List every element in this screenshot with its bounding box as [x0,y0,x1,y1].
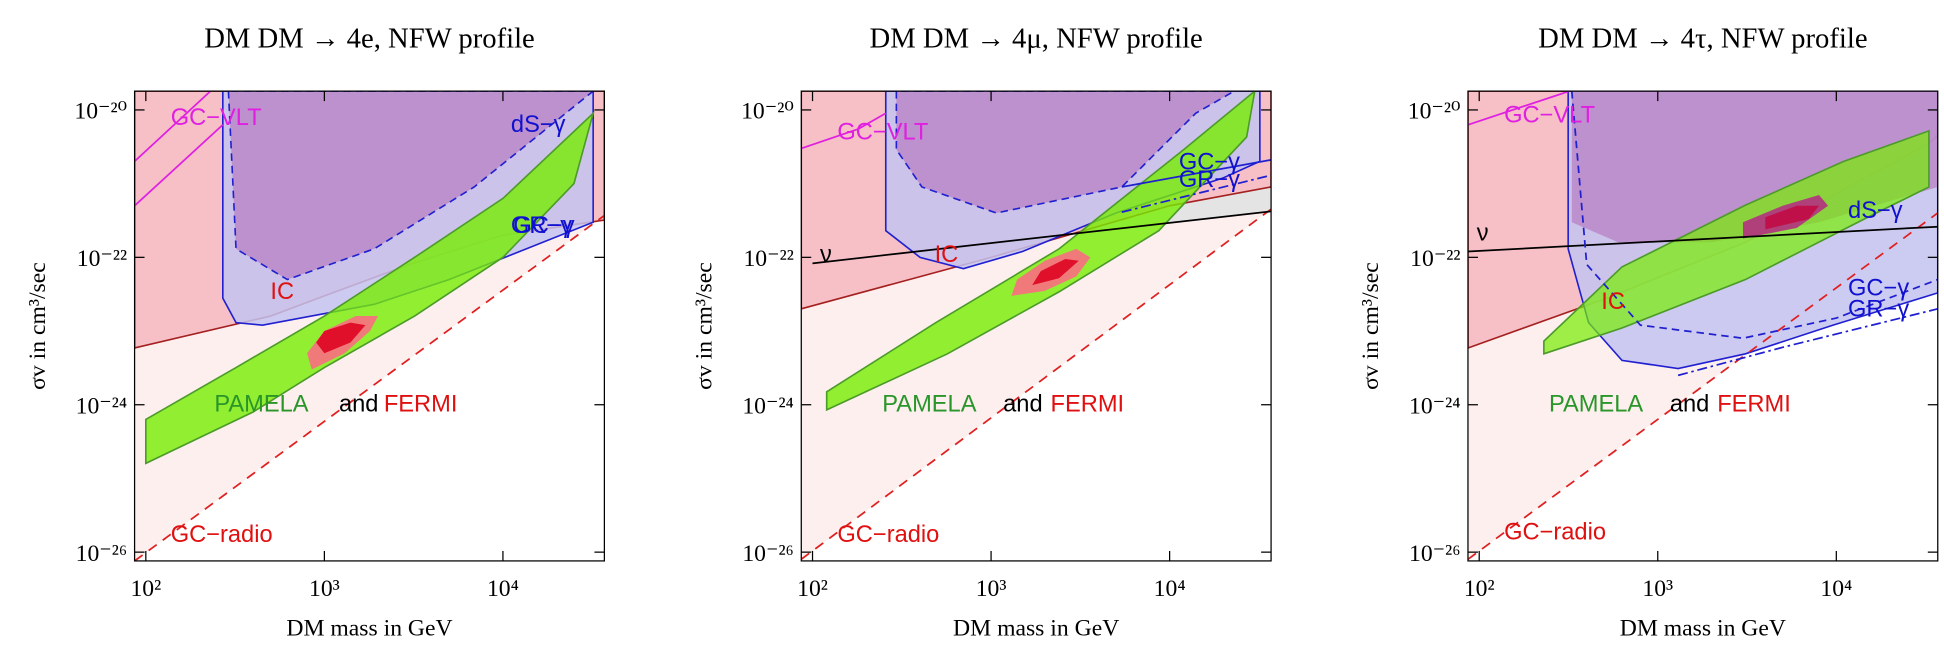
x-axis-label: DM mass in GeV [1620,616,1786,642]
curve [1121,159,1272,188]
annotation: GC−radio [1504,520,1606,546]
annotation: GC−radio [837,522,939,548]
x-tick-label: 10⁴ [1820,576,1852,602]
annotation: GR−γ [1179,167,1240,193]
annotation: GR−γ [1848,297,1909,323]
region [1765,205,1820,230]
annotation: dS−γ [511,112,566,138]
annotation: PAMELA [214,391,308,417]
chart-title: DM DM → 4e, NFW profile [204,23,535,55]
plot-area [134,91,605,561]
y-tick-label: 10⁻²⁶ [742,541,793,567]
annotation: FERMI [1051,391,1125,417]
y-tick-label: 10⁻²² [77,246,127,272]
plot-frame [1467,90,1939,562]
curve [1121,174,1272,213]
annotation: FERMI [384,391,458,417]
region [227,91,595,281]
y-tick-label: 10⁻²⁰ [741,99,794,125]
plot-area [1467,91,1938,561]
annotation: GC−VLT [171,105,262,131]
curve [1467,225,1938,253]
x-tick-label: 10⁴ [1154,576,1186,602]
annotation: GC−γ [513,213,574,239]
region [144,110,595,465]
annotation: and [339,391,378,417]
x-tick-label: 10³ [309,576,340,602]
annotation: ν [1477,221,1489,247]
y-axis-label: σv in cm³/sec [692,262,718,390]
y-tick-label: 10⁻²² [743,246,793,272]
curve [1467,91,1570,126]
y-tick-label: 10⁻²⁴ [742,393,793,419]
region [1543,129,1930,355]
annotation: GC−VLT [1504,102,1595,128]
annotation: GR−γ [511,213,572,239]
y-tick-label: 10⁻²⁶ [1409,541,1460,567]
annotation: GC−γ [1848,275,1909,301]
annotation: and [1003,391,1042,417]
y-tick-label: 10⁻²⁶ [76,541,127,567]
x-tick-label: 10³ [976,576,1007,602]
x-axis-label: DM mass in GeV [953,616,1119,642]
annotation: FERMI [1717,391,1791,417]
annotation: ν [820,242,832,268]
y-tick-label: 10⁻²⁰ [1408,99,1461,125]
x-axis-label: DM mass in GeV [286,616,452,642]
curve [134,214,605,561]
y-axis-label: σv in cm³/sec [25,262,51,390]
annotation: IC [1601,289,1625,315]
x-tick-label: 10² [130,576,161,602]
annotation: PAMELA [1549,391,1643,417]
y-tick-label: 10⁻²⁴ [76,393,127,419]
annotation: dS−γ [1848,198,1903,224]
curve [1677,307,1938,377]
region [316,322,366,354]
region [895,91,1236,214]
annotation: IC [935,242,959,268]
y-tick-label: 10⁻²⁴ [1409,393,1460,419]
curve [134,91,212,163]
annotation: GC−γ [1179,150,1240,176]
x-tick-label: 10² [797,576,828,602]
y-tick-label: 10⁻²² [1410,246,1460,272]
region [1032,258,1079,286]
annotation: IC [270,279,294,305]
annotation: GC−radio [171,522,273,548]
annotation: and [1670,391,1709,417]
x-tick-label: 10³ [1642,576,1673,602]
annotation: PAMELA [882,391,976,417]
plot-area [801,91,1272,561]
plot-frame [133,90,606,562]
x-tick-label: 10² [1464,576,1495,602]
annotation: GC−VLT [837,120,928,146]
chart-title: DM DM → 4τ, NFW profile [1538,23,1867,55]
y-tick-label: 10⁻²⁰ [74,99,127,125]
plot-frame [800,90,1272,562]
curve [812,210,1272,265]
chart-title: DM DM → 4μ, NFW profile [870,23,1203,55]
x-tick-label: 10⁴ [487,576,519,602]
region [825,91,1256,412]
curve [134,124,224,207]
y-axis-label: σv in cm³/sec [1358,262,1384,390]
curve [801,112,887,150]
